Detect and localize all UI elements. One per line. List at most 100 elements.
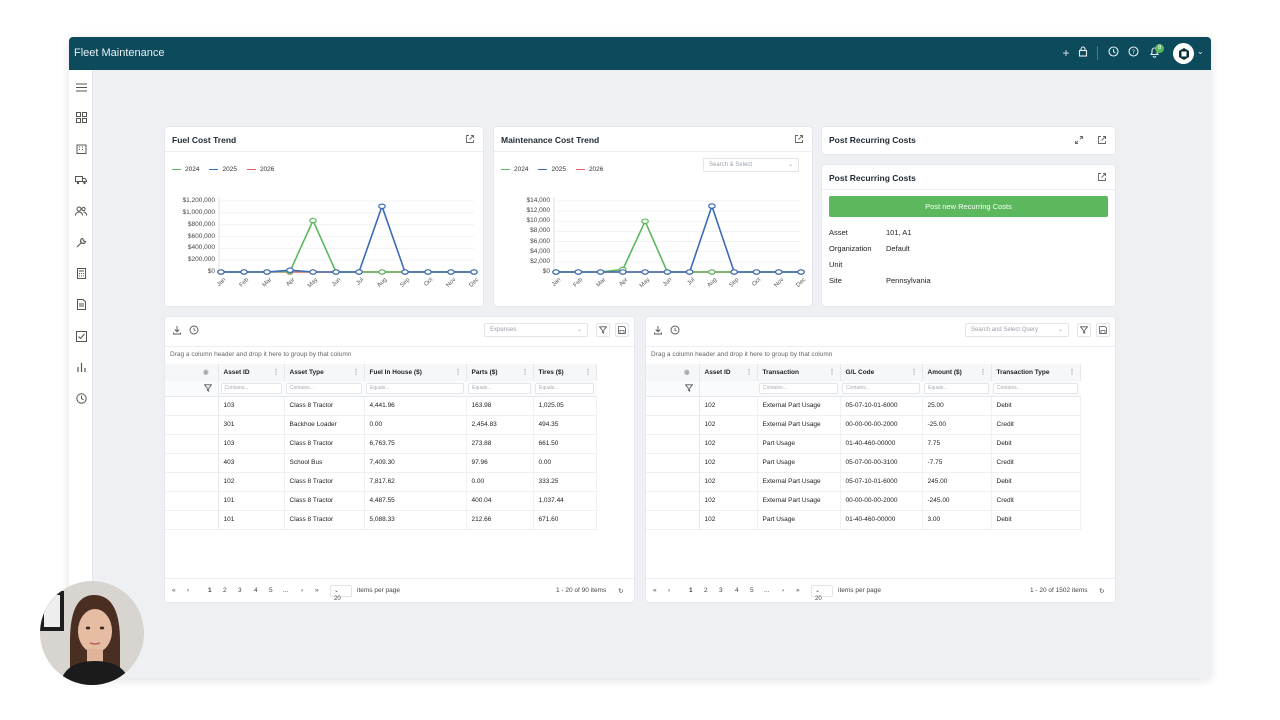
column-menu-icon[interactable]: ⋮	[352, 369, 360, 376]
history-icon[interactable]	[189, 325, 199, 335]
download-icon[interactable]	[172, 325, 182, 335]
data-point-2025[interactable]	[240, 269, 248, 275]
data-point-2025[interactable]	[286, 267, 294, 274]
bell-icon[interactable]	[1147, 46, 1161, 60]
menu-icon[interactable]	[72, 78, 90, 96]
column-menu-icon[interactable]: ⋮	[828, 369, 836, 376]
data-point-2024[interactable]	[641, 218, 649, 225]
first-page-icon[interactable]: «	[653, 587, 657, 594]
column-menu-icon[interactable]: ⋮	[745, 369, 753, 376]
filter-input[interactable]: Contains...	[286, 382, 362, 394]
data-point-2025[interactable]	[552, 269, 560, 275]
column-header-transaction-type[interactable]: Transaction Type ⋮	[991, 364, 1081, 381]
chevron-down-icon[interactable]: ⌄	[1197, 47, 1204, 56]
column-header-asset-type[interactable]: Asset Type ⋮	[284, 364, 365, 381]
filter-icon[interactable]	[685, 384, 693, 392]
data-point-2025[interactable]	[685, 269, 694, 275]
filter-input[interactable]: Equals...	[468, 382, 531, 394]
data-point-2025[interactable]	[619, 269, 627, 275]
filter-icon[interactable]	[204, 384, 212, 392]
history-icon[interactable]	[1106, 46, 1120, 60]
lock-icon[interactable]	[1076, 46, 1090, 60]
table-row[interactable]: 103 Class 8 Tractor 6,763.75 273.88 661.50	[165, 434, 597, 454]
table-row[interactable]: 101 Class 8 Tractor 4,487.55 400.04 1,037.44	[165, 491, 597, 511]
last-page-icon[interactable]: »	[315, 587, 319, 594]
prev-page-icon[interactable]: ‹	[187, 587, 190, 594]
data-point-2024[interactable]	[378, 269, 386, 275]
column-header-transaction[interactable]: Transaction ⋮	[757, 364, 841, 381]
page-ellipsis[interactable]: ...	[764, 587, 770, 594]
dashboard-icon[interactable]	[72, 108, 90, 126]
table-row[interactable]: 102 Class 8 Tractor 7,817.62 0.00 333.25	[165, 472, 597, 492]
data-point-2025[interactable]	[263, 269, 271, 275]
page-4[interactable]: 4	[735, 587, 739, 594]
filter-input[interactable]: Contains...	[220, 382, 282, 394]
table-row[interactable]: 102 Part Usage 01-40-460-00000 7.75 Debit	[646, 434, 1081, 454]
data-point-2025[interactable]	[596, 269, 605, 275]
data-point-2025[interactable]	[797, 269, 805, 275]
column-header-tires[interactable]: Tires ($) ⋮	[533, 364, 597, 381]
users-icon[interactable]	[72, 202, 90, 220]
open-external-icon[interactable]	[1097, 172, 1107, 182]
open-external-icon[interactable]	[465, 134, 475, 144]
column-header-asset-id[interactable]: Asset ID ⋮	[218, 364, 285, 381]
column-header-parts[interactable]: Parts ($) ⋮	[466, 364, 534, 381]
filter-input[interactable]: Equals...	[535, 382, 594, 394]
column-menu-icon[interactable]: ⋮	[454, 369, 462, 376]
filter-input[interactable]: Equals...	[924, 382, 989, 394]
column-header-fuel[interactable]: Fuel In House ($) ⋮	[364, 364, 467, 381]
column-menu-icon[interactable]: ⋮	[910, 369, 918, 376]
page-2[interactable]: 2	[704, 587, 708, 594]
filter-input[interactable]: Contains...	[759, 382, 838, 394]
avatar[interactable]	[1173, 43, 1194, 64]
data-point-2025[interactable]	[447, 269, 455, 275]
data-point-2025[interactable]	[574, 269, 583, 275]
data-point-2025[interactable]	[774, 269, 783, 275]
column-menu-icon[interactable]: ⋮	[521, 369, 529, 376]
prev-page-icon[interactable]: ‹	[668, 587, 671, 594]
table-row[interactable]: 103 Class 8 Tractor 4,441.96 163.98 1,025.05	[165, 396, 597, 416]
column-menu-icon[interactable]: ⋮	[272, 369, 280, 376]
truck-icon[interactable]	[72, 171, 90, 189]
page-size-select[interactable]: 20 ⌄	[811, 585, 833, 602]
table-row[interactable]: 301 Backhoe Loader 0.00 2,454.83 494.35	[165, 415, 597, 435]
table-row[interactable]: 102 External Part Usage 00-00-00-00-2000 -2…	[646, 415, 1081, 435]
save-button[interactable]	[1096, 323, 1110, 337]
data-point-2025[interactable]	[752, 269, 761, 275]
data-point-2025[interactable]	[641, 269, 649, 275]
page-2[interactable]: 2	[223, 587, 227, 594]
column-menu-icon[interactable]: ⋮	[1068, 369, 1076, 376]
save-button[interactable]	[615, 323, 629, 337]
column-header-gl-code[interactable]: G/L Code ⋮	[840, 364, 923, 381]
table-row[interactable]: 102 External Part Usage 00-00-00-00-2000 -2…	[646, 491, 1081, 511]
data-point-2025[interactable]	[355, 269, 363, 275]
data-point-2025[interactable]	[309, 269, 317, 275]
filter-button[interactable]	[596, 323, 610, 337]
building-icon[interactable]	[72, 139, 90, 157]
help-icon[interactable]: ?	[1126, 46, 1140, 60]
eye-icon[interactable]: ◉	[203, 369, 209, 376]
wrench-icon[interactable]	[72, 233, 90, 251]
open-external-icon[interactable]	[794, 134, 804, 144]
data-point-2025[interactable]	[401, 269, 409, 275]
next-page-icon[interactable]: ›	[782, 587, 785, 594]
data-point-2025[interactable]	[332, 269, 340, 275]
data-point-2025[interactable]	[378, 203, 386, 210]
refresh-icon[interactable]: ↻	[618, 588, 624, 595]
first-page-icon[interactable]: «	[172, 587, 176, 594]
data-point-2025[interactable]	[730, 269, 738, 275]
document-icon[interactable]	[72, 295, 90, 313]
search-select-dropdown[interactable]: Search & Select ⌄	[703, 158, 799, 172]
page-3[interactable]: 3	[719, 587, 723, 594]
data-point-2025[interactable]	[708, 203, 716, 209]
column-visibility-header[interactable]: ◉	[165, 364, 219, 381]
next-page-icon[interactable]: ›	[301, 587, 304, 594]
filter-input[interactable]: Equals...	[366, 382, 464, 394]
table-row[interactable]: 102 Part Usage 05-07-00-00-3100 -7.75 Credit	[646, 453, 1081, 473]
data-point-2024[interactable]	[708, 269, 716, 275]
column-header-asset-id[interactable]: Asset ID ⋮	[699, 364, 758, 381]
column-visibility-header[interactable]: ◉	[646, 364, 700, 381]
page-3[interactable]: 3	[238, 587, 242, 594]
refresh-icon[interactable]: ↻	[1099, 588, 1105, 595]
data-point-2025[interactable]	[470, 269, 478, 275]
